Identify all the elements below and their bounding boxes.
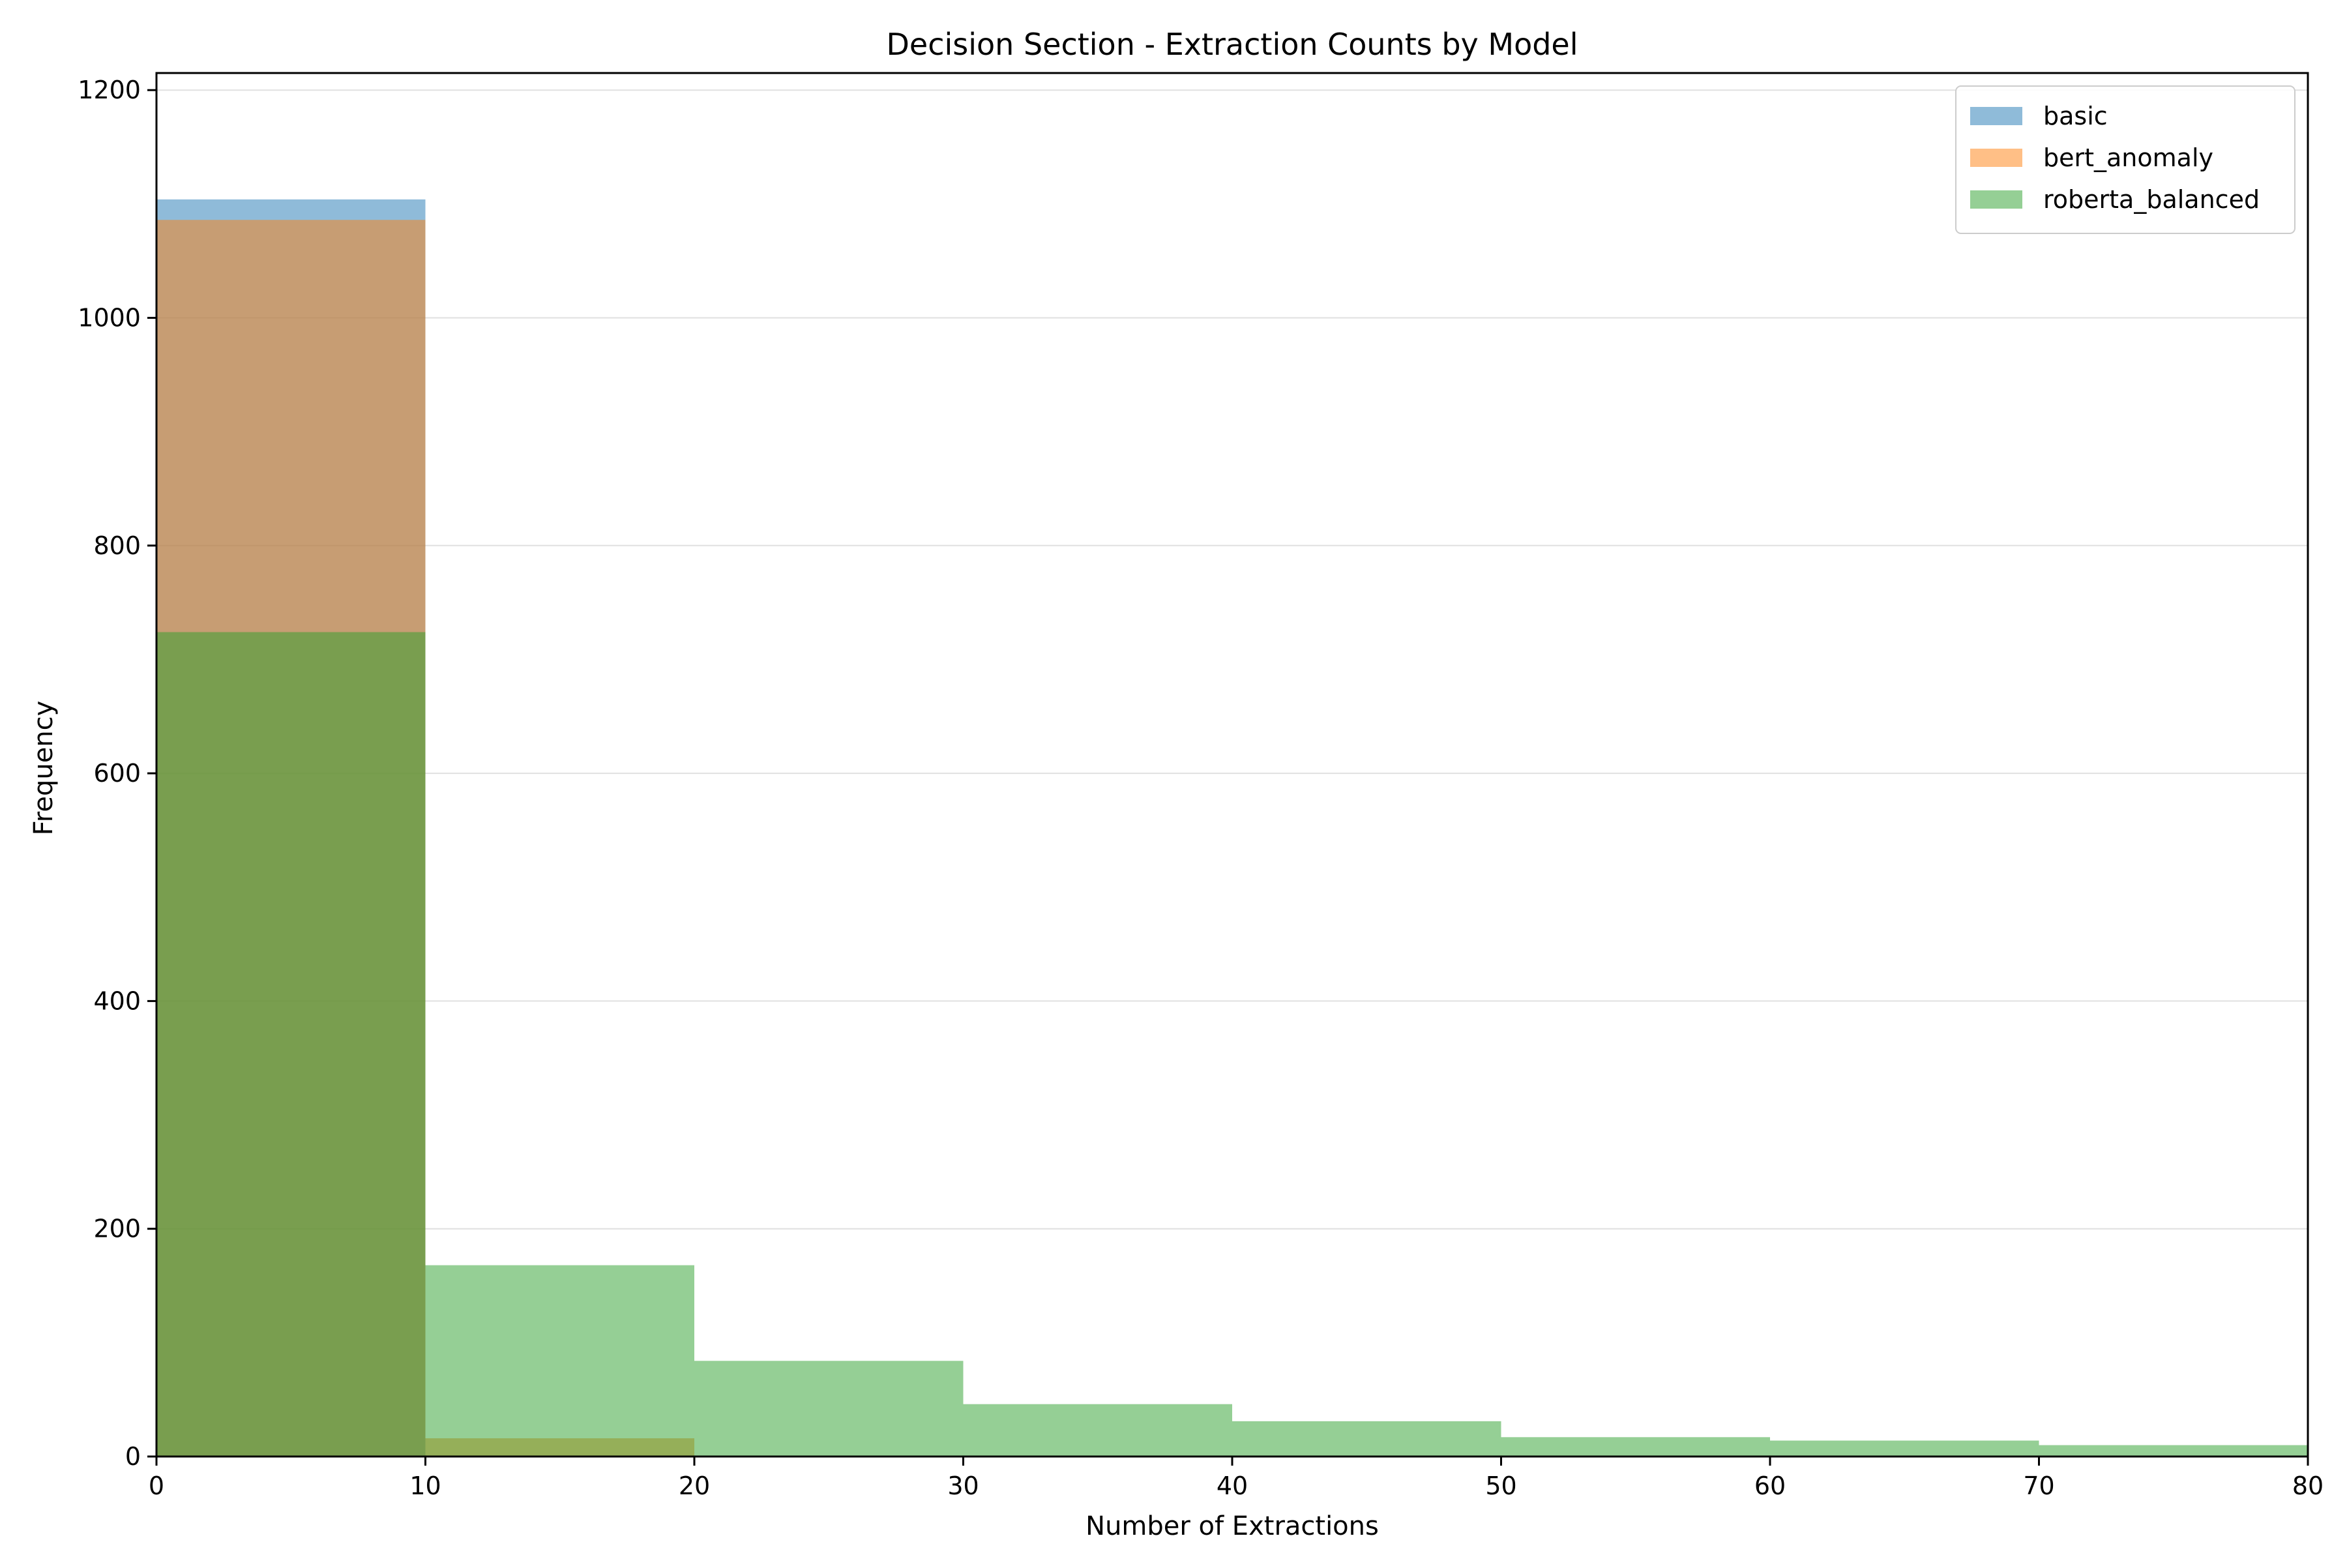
grid-lines xyxy=(156,89,2308,1230)
legend-label-basic: basic xyxy=(2043,102,2108,130)
bar-roberta-balanced-bin-30-40 xyxy=(963,1404,1232,1457)
legend-label-roberta-balanced: roberta_balanced xyxy=(2043,185,2260,214)
x-tick-label-30: 30 xyxy=(947,1472,979,1500)
y-axis-ticks: 0 200 400 600 800 1000 1200 xyxy=(78,76,156,1471)
x-tick-label-0: 0 xyxy=(149,1472,164,1500)
y-tick-label-0: 0 xyxy=(125,1442,141,1471)
y-axis-label: Frequency xyxy=(29,701,59,836)
y-tick-label-600: 600 xyxy=(93,759,141,788)
x-tick-label-40: 40 xyxy=(1217,1472,1248,1500)
y-tick-label-1000: 1000 xyxy=(78,303,141,332)
bar-roberta-balanced-bin-0-10 xyxy=(156,632,426,1457)
bar-roberta-balanced-bin-40-50 xyxy=(1232,1421,1501,1457)
legend-label-bert-anomaly: bert_anomaly xyxy=(2043,143,2213,172)
x-tick-label-70: 70 xyxy=(2023,1472,2054,1500)
x-axis-label: Number of Extractions xyxy=(1085,1511,1379,1541)
legend: basic bert_anomaly roberta_balanced xyxy=(1955,85,2295,234)
x-tick-label-60: 60 xyxy=(1754,1472,1786,1500)
bar-roberta-balanced-bin-60-70 xyxy=(1770,1440,2039,1457)
bar-roberta-balanced-bin-70-80 xyxy=(2039,1445,2308,1457)
x-axis-ticks: 0 10 20 30 40 50 60 70 80 xyxy=(149,1457,2324,1500)
histogram-bars xyxy=(156,199,2308,1457)
bar-roberta-balanced-bin-20-30 xyxy=(694,1361,964,1457)
x-tick-label-10: 10 xyxy=(409,1472,441,1500)
x-tick-label-50: 50 xyxy=(1485,1472,1516,1500)
x-tick-label-20: 20 xyxy=(679,1472,710,1500)
legend-box xyxy=(1955,85,2295,234)
legend-swatch-bert-anomaly xyxy=(1970,149,2022,167)
y-tick-label-400: 400 xyxy=(93,986,141,1015)
legend-swatch-basic xyxy=(1970,107,2022,125)
bar-roberta-balanced-bin-10-20 xyxy=(425,1265,694,1457)
bar-roberta-balanced-bin-50-60 xyxy=(1501,1437,1770,1457)
legend-swatch-roberta-balanced xyxy=(1970,190,2022,209)
x-tick-label-80: 80 xyxy=(2292,1472,2324,1500)
y-tick-label-200: 200 xyxy=(93,1215,141,1243)
y-tick-label-800: 800 xyxy=(93,531,141,560)
chart-title: Decision Section - Extraction Counts by … xyxy=(886,27,1578,62)
y-tick-label-1200: 1200 xyxy=(78,76,141,104)
